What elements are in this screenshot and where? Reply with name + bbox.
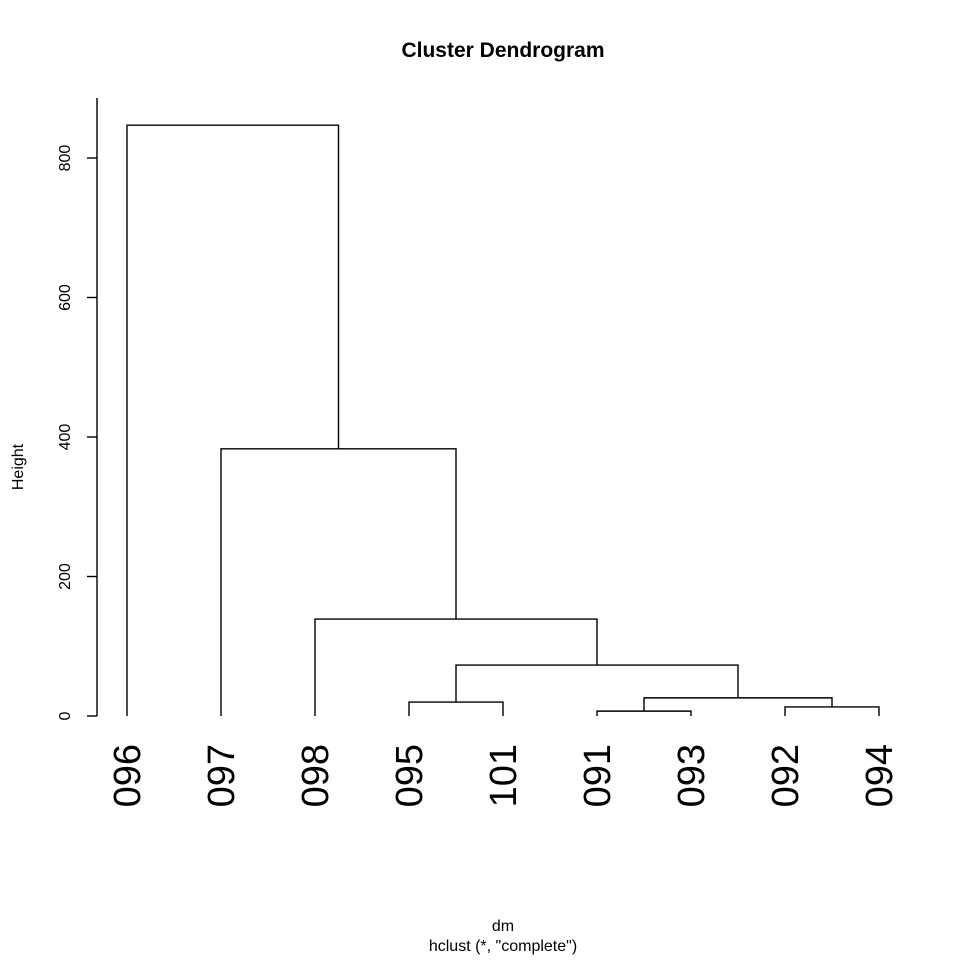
leaf-label-097: 097 — [201, 744, 243, 807]
y-tick-label: 800 — [57, 145, 74, 172]
y-tick-label: 400 — [57, 424, 74, 451]
x-axis-label: dm — [492, 918, 514, 935]
leaf-label-095: 095 — [389, 744, 431, 807]
leaf-label-096: 096 — [107, 744, 149, 807]
y-tick-label: 600 — [57, 284, 74, 311]
y-tick-label: 0 — [57, 711, 74, 720]
leaf-label-098: 098 — [295, 744, 337, 807]
merge-branch-4 — [455, 664, 739, 703]
y-axis-label: Height — [10, 443, 27, 490]
leaf-labels: 096 097 098 095 101 091 093 092 094 — [107, 744, 901, 807]
merge-branch-0 — [596, 710, 692, 716]
dendrogram-branches — [126, 124, 880, 716]
chart-subtitle: hclust (*, "complete") — [429, 938, 577, 955]
merge-branch-2 — [408, 701, 504, 716]
merge-branch-1 — [784, 706, 880, 716]
leaf-label-093: 093 — [671, 744, 713, 807]
y-axis: 0 200 400 600 800 — [57, 98, 98, 720]
merge-branch-3 — [643, 697, 833, 712]
chart-title: Cluster Dendrogram — [401, 39, 604, 62]
merge-branch-6 — [220, 448, 457, 716]
merge-branch-7 — [126, 124, 340, 716]
leaf-label-094: 094 — [859, 744, 901, 807]
y-tick-label: 200 — [57, 563, 74, 590]
leaf-label-092: 092 — [765, 744, 807, 807]
leaf-label-101: 101 — [483, 744, 525, 807]
leaf-label-091: 091 — [577, 744, 619, 807]
